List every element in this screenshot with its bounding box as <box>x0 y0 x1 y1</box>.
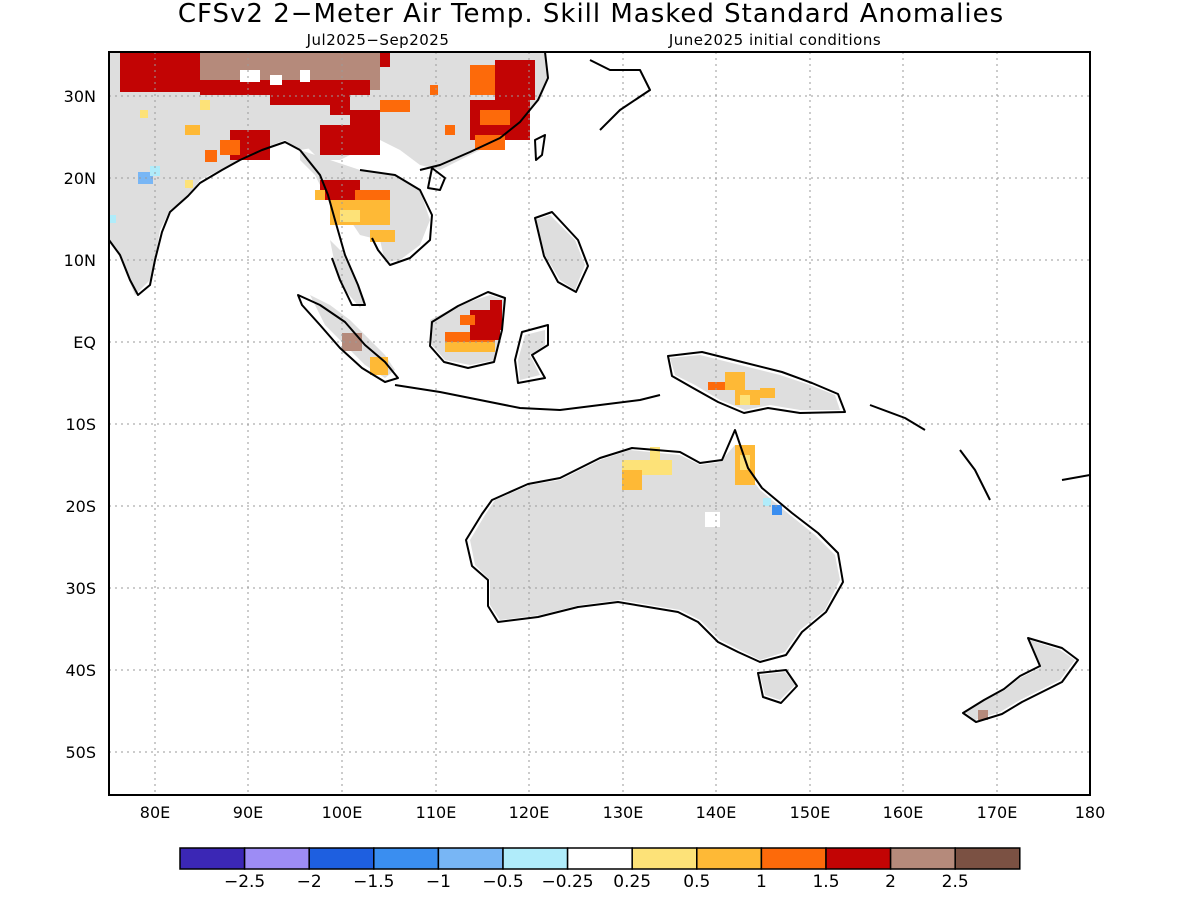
x-tick-label: 130E <box>603 803 644 822</box>
map-subtitle-init: June2025 initial conditions <box>668 31 881 49</box>
colorbar-swatch <box>825 847 892 870</box>
colorbar-swatch <box>566 847 633 870</box>
y-tick-label: 10N <box>64 251 96 270</box>
colorbar-legend: −2.5 −2 −1.5 −1 −0.5 −0.25 0.25 0.5 1 1.5 2 2.5 <box>179 847 1021 892</box>
map-title: CFSv2 2−Meter Air Temp. Skill Masked Sta… <box>178 0 1004 29</box>
y-tick-label: 40S <box>65 661 96 680</box>
colorbar-label: 1 <box>756 872 767 892</box>
x-tick-label: 170E <box>977 803 1018 822</box>
colorbar-label: 1.5 <box>812 872 839 892</box>
colorbar-swatch <box>954 847 1021 870</box>
colorbar-label: −2.5 <box>224 872 265 892</box>
map-subtitle-period: Jul2025−Sep2025 <box>306 31 450 49</box>
colorbar-swatch <box>373 847 440 870</box>
y-tick-label: 30S <box>65 579 96 598</box>
x-axis-labels: 80E 90E 100E 110E 120E 130E 140E 150E 16… <box>140 803 1106 822</box>
colorbar-swatch <box>308 847 375 870</box>
colorbar-swatch <box>179 847 246 870</box>
colorbar-label: −1.5 <box>353 872 394 892</box>
x-tick-label: 80E <box>140 803 170 822</box>
colorbar-swatch <box>502 847 569 870</box>
colorbar-label: 2 <box>885 872 896 892</box>
colorbar-swatch <box>760 847 827 870</box>
colorbar-swatch <box>889 847 956 870</box>
coastlines <box>109 52 1090 723</box>
y-tick-label: EQ <box>73 333 96 352</box>
colorbar-swatch <box>631 847 698 870</box>
x-tick-label: 160E <box>883 803 924 822</box>
map-plot-area <box>109 52 1090 795</box>
y-tick-label: 10S <box>65 415 96 434</box>
x-tick-label: 90E <box>233 803 263 822</box>
colorbar-label: −2 <box>297 872 322 892</box>
colorbar-label: 0.25 <box>613 872 651 892</box>
x-tick-label: 110E <box>416 803 457 822</box>
colorbar-label: −0.5 <box>482 872 523 892</box>
anomaly-cells-layer <box>110 52 988 720</box>
x-tick-label: 150E <box>790 803 831 822</box>
y-tick-label: 30N <box>64 87 96 106</box>
x-tick-label: 100E <box>322 803 363 822</box>
y-axis-labels: 30N 20N 10N EQ 10S 20S 30S 40S 50S <box>64 87 96 762</box>
colorbar-label: 0.5 <box>683 872 710 892</box>
colorbar-swatch <box>696 847 763 870</box>
colorbar-swatch <box>243 847 310 870</box>
colorbar-label: −1 <box>426 872 451 892</box>
colorbar-label: −0.25 <box>542 872 594 892</box>
colorbar-label: 2.5 <box>942 872 969 892</box>
map-frame <box>108 51 1091 796</box>
colorbar-swatch <box>437 847 504 870</box>
graticule <box>109 52 1090 795</box>
x-tick-label: 140E <box>696 803 737 822</box>
y-tick-label: 50S <box>65 743 96 762</box>
y-tick-label: 20S <box>65 497 96 516</box>
x-tick-label: 180 <box>1075 803 1106 822</box>
y-tick-label: 20N <box>64 169 96 188</box>
x-tick-label: 120E <box>509 803 550 822</box>
